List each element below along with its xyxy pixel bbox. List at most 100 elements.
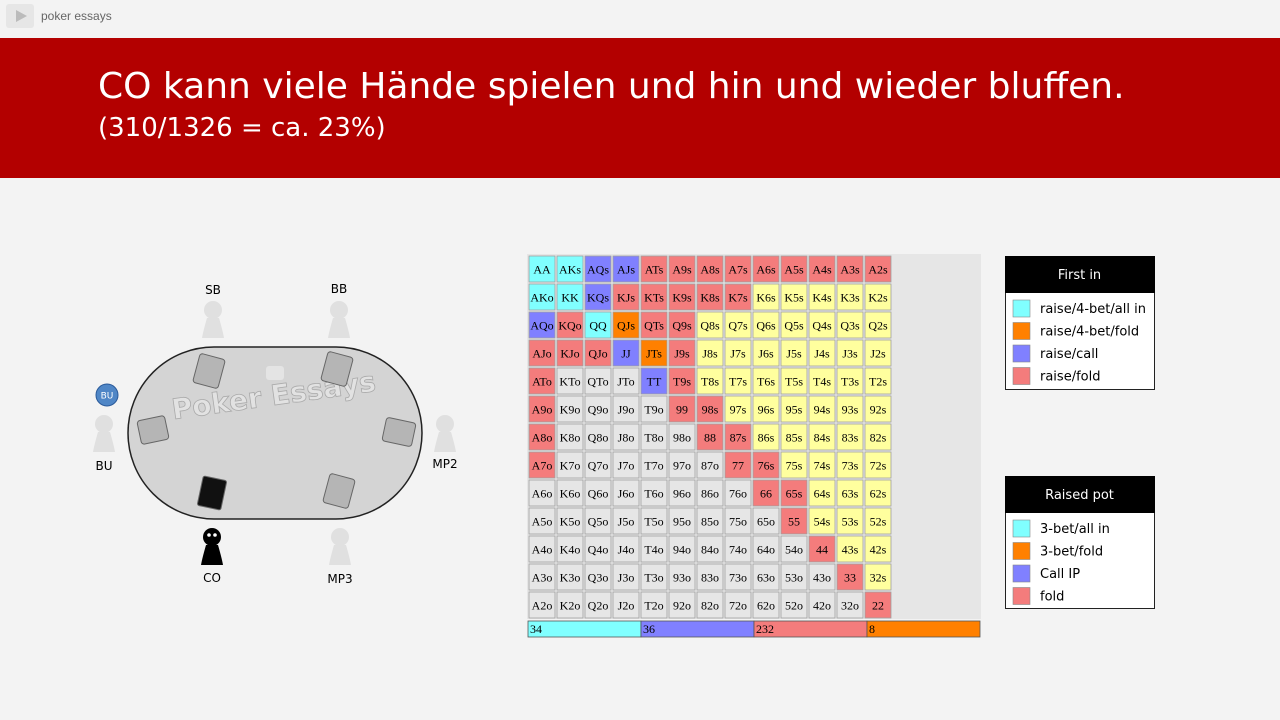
hand-label: 52o (785, 599, 803, 613)
hand-label: A5o (532, 515, 553, 529)
hand-label: Q2o (588, 599, 609, 613)
hand-cell (556, 255, 584, 283)
hand-cell (836, 311, 864, 339)
hand-cell (528, 479, 556, 507)
hand-label: T7o (644, 459, 663, 473)
hand-label: AA (533, 263, 551, 277)
hand-cell (780, 255, 808, 283)
hand-cell (864, 311, 892, 339)
legend-title: First in (1058, 268, 1101, 283)
hand-label: T9o (644, 403, 663, 417)
hand-cell (724, 507, 752, 535)
watermark-icon (266, 366, 284, 380)
hand-cell (612, 255, 640, 283)
total-bar (640, 620, 755, 638)
hand-cell (584, 591, 612, 619)
hand-cell (696, 507, 724, 535)
hand-label: A2o (532, 599, 553, 613)
player-head (330, 301, 348, 319)
total-bar (753, 620, 868, 638)
hand-label: 54o (785, 543, 803, 557)
hand-label: Q8s (700, 319, 720, 333)
player-body (434, 432, 456, 452)
hand-label: 85o (701, 515, 719, 529)
hand-label: T5s (785, 375, 803, 389)
hand-cell (640, 339, 668, 367)
hand-cell (724, 591, 752, 619)
hand-label: KQs (587, 291, 609, 305)
hand-label: 63s (842, 487, 859, 501)
hand-label: 54s (814, 515, 831, 529)
hand-cell (724, 563, 752, 591)
hand-cell (864, 563, 892, 591)
hand-cell (556, 339, 584, 367)
hand-label: AJs (617, 263, 635, 277)
hand-label: 53o (785, 571, 803, 585)
hand-label: 83o (701, 571, 719, 585)
hand-label: 22 (872, 599, 884, 613)
hand-cell (808, 311, 836, 339)
hand-label: 95s (786, 403, 803, 417)
hand-cell (780, 591, 808, 619)
hand-label: AKs (559, 263, 581, 277)
hand-cell (556, 451, 584, 479)
total-count: 8 (869, 622, 875, 636)
hand-label: 96s (758, 403, 775, 417)
hand-label: 87o (701, 459, 719, 473)
hand-cell (780, 367, 808, 395)
player-body (328, 318, 350, 338)
app-name: poker essays (41, 9, 112, 23)
hand-label: QTo (587, 375, 608, 389)
player-head (331, 528, 349, 546)
hand-label: 93s (842, 403, 859, 417)
legend-swatch (1012, 344, 1031, 363)
card (136, 415, 170, 445)
hand-label: T3o (644, 571, 663, 585)
hand-label: Q6o (588, 487, 609, 501)
hand-label: 63o (757, 571, 775, 585)
hand-label: 92o (673, 599, 691, 613)
hand-cell (752, 451, 780, 479)
legend-swatch (1012, 322, 1031, 340)
hand-label: 42s (870, 543, 887, 557)
player-head (95, 415, 113, 433)
poker-table (127, 346, 423, 520)
hand-cell (640, 395, 668, 423)
hand-cell (584, 395, 612, 423)
hand-cell (556, 395, 584, 423)
hand-label: KJo (560, 347, 579, 361)
hand-label: K4o (560, 543, 581, 557)
hand-cell (584, 339, 612, 367)
hand-cell (864, 255, 892, 283)
hand-label: 93o (673, 571, 691, 585)
hand-label: K8o (560, 431, 581, 445)
player-body (202, 318, 224, 338)
hand-label: 74s (814, 459, 831, 473)
hand-label: 82s (870, 431, 887, 445)
hand-cell (808, 535, 836, 563)
hand-label: 42o (813, 599, 831, 613)
hand-cell (836, 423, 864, 451)
hand-cell (836, 563, 864, 591)
hand-cell (612, 479, 640, 507)
hand-label: 73s (842, 459, 859, 473)
legend-label: raise/call (1040, 347, 1098, 362)
hand-cell (780, 479, 808, 507)
hand-cell (808, 451, 836, 479)
hand-label: A9o (532, 403, 553, 417)
hand-cell (584, 535, 612, 563)
hand-cell (528, 563, 556, 591)
hand-label: K9s (672, 291, 692, 305)
hand-cell (528, 507, 556, 535)
hand-label: Q2s (868, 319, 888, 333)
total-count: 232 (756, 622, 774, 636)
hand-label: K3s (840, 291, 860, 305)
card (320, 351, 354, 387)
legend-label: raise/4-bet/all in (1040, 302, 1146, 317)
play-button[interactable] (6, 4, 34, 28)
hand-label: Q7o (588, 459, 609, 473)
hand-cell (612, 451, 640, 479)
hand-label: A3s (840, 263, 860, 277)
hand-cell (584, 283, 612, 311)
hand-label: T3s (841, 375, 859, 389)
